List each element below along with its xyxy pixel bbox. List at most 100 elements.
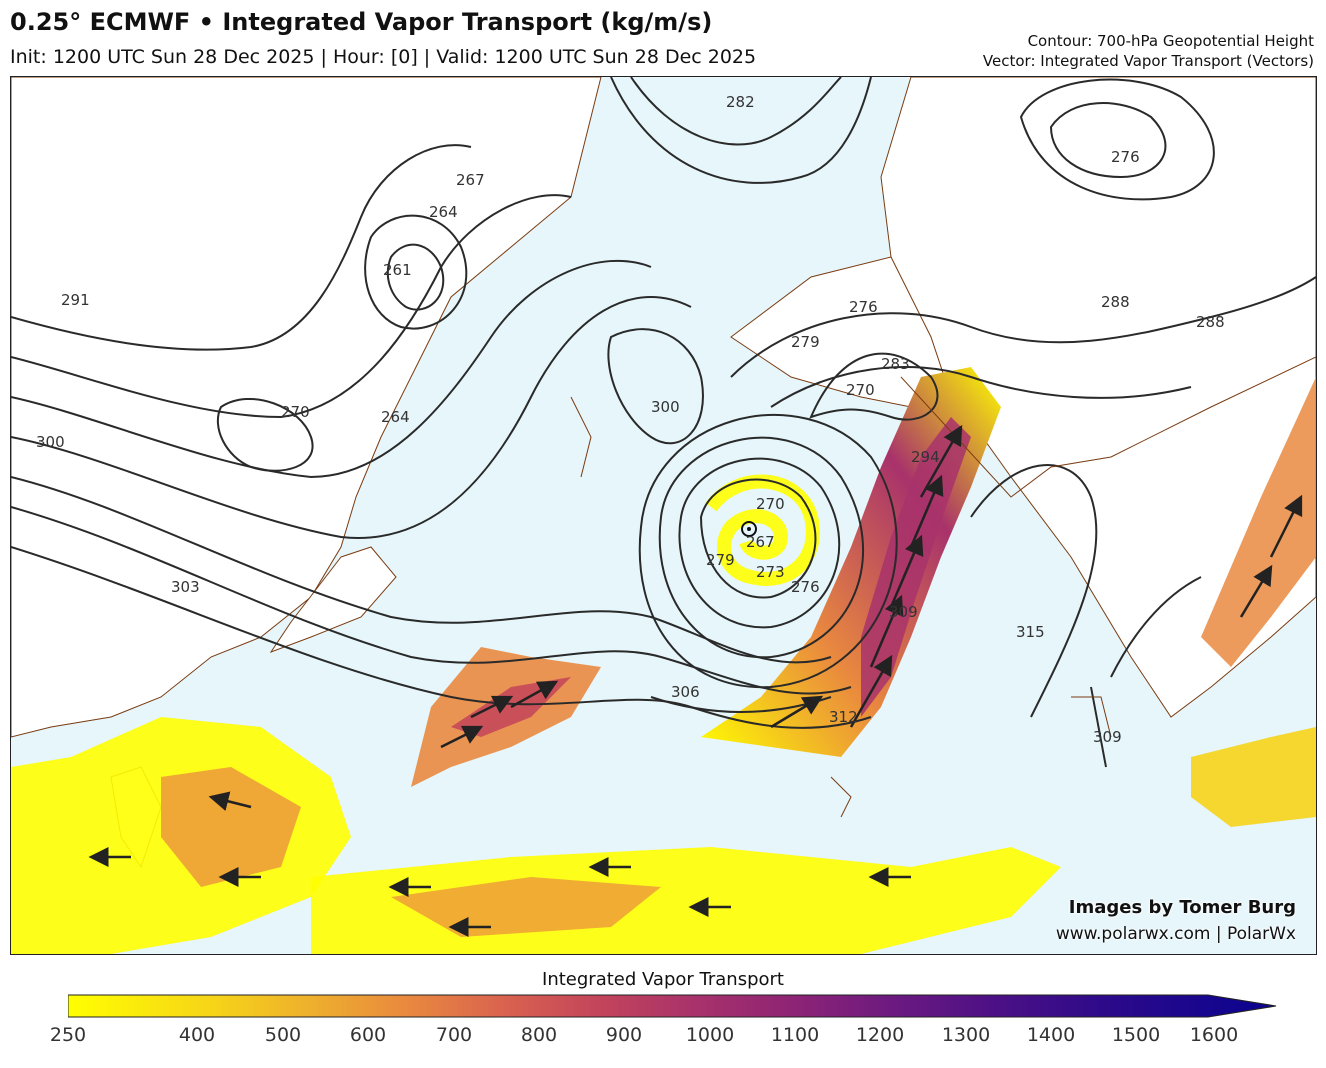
contour-label: 273 [756, 563, 785, 581]
vector-arrow [889, 534, 924, 608]
contour-label: 270 [281, 403, 310, 421]
colorbar-tick: 1200 [855, 1024, 905, 1046]
credit-author: Images by Tomer Burg [1068, 897, 1296, 918]
contour-info: Contour: 700-hPa Geopotential Height [1027, 32, 1314, 50]
contour-label: 276 [791, 578, 820, 596]
contour-line [610, 77, 872, 184]
contour-line [699, 478, 817, 599]
contour-label: 270 [846, 381, 875, 399]
contour-label: 267 [746, 533, 775, 551]
colorbar-tick: 1500 [1111, 1024, 1161, 1046]
contour-line [11, 506, 852, 695]
colorbar-tick: 600 [349, 1024, 387, 1046]
contour-line [638, 413, 898, 689]
contour-line [1049, 102, 1167, 179]
ivt-plume-core [861, 417, 971, 717]
colorbar [68, 994, 1277, 1018]
contour-label: 303 [171, 578, 200, 596]
contour-line [658, 436, 865, 659]
vector-arrow [1269, 494, 1303, 558]
colorbar-tick: 800 [520, 1024, 558, 1046]
vector-arrow [849, 654, 893, 728]
vector-arrow [510, 680, 559, 709]
contour-line [809, 352, 939, 421]
ivt-eastern-plume [1201, 377, 1316, 667]
contour-label: 306 [671, 683, 700, 701]
contour-label: 276 [849, 298, 878, 316]
colorbar-labels: 250 400 500 600 700 800 900 1000 1100 12… [0, 1024, 1326, 1054]
contour-label: 264 [381, 408, 410, 426]
colorbar-tick: 400 [178, 1024, 216, 1046]
vector-arrow [470, 695, 514, 719]
land-asia [11, 77, 602, 738]
contour-line [216, 398, 314, 472]
contour-label: 315 [1016, 623, 1045, 641]
colorbar-tick: 1300 [941, 1024, 991, 1046]
contour-label: 283 [881, 355, 910, 373]
contour-label: 282 [726, 93, 755, 111]
vector-arrow [208, 791, 252, 811]
contour-label: 279 [791, 333, 820, 351]
contour-label: 261 [383, 261, 412, 279]
contour-line [970, 463, 1098, 718]
contour-label: 300 [651, 398, 680, 416]
map-panel: 291 300 303 270 264 267 264 261 282 300 … [10, 76, 1317, 955]
map-subtitle: Init: 1200 UTC Sun 28 Dec 2025 | Hour: [… [10, 46, 757, 68]
ivt-southeast [1191, 727, 1316, 827]
vector-info: Vector: Integrated Vapor Transport (Vect… [982, 52, 1314, 70]
contour-line [1090, 686, 1107, 768]
contour-line [11, 546, 872, 729]
contour-label: 309 [889, 603, 918, 621]
colorbar-tick: 250 [49, 1024, 87, 1046]
map-title: 0.25° ECMWF • Integrated Vapor Transport… [10, 8, 713, 36]
colorbar-tick: 500 [264, 1024, 302, 1046]
vector-arrow [1239, 564, 1273, 618]
contour-line [678, 457, 841, 629]
colorbar-tick: 1100 [770, 1024, 820, 1046]
contour-label: 264 [429, 203, 458, 221]
contour-label: 288 [1101, 293, 1130, 311]
contour-line [1019, 78, 1215, 201]
colorbar-tick: 1600 [1189, 1024, 1239, 1046]
vector-arrow [919, 424, 963, 498]
colorbar-tick: 900 [605, 1024, 643, 1046]
legend-info: Contour: 700-hPa Geopotential Height Vec… [983, 31, 1314, 71]
contour-line [11, 259, 652, 479]
contour-line [11, 194, 572, 419]
contour-label: 276 [1111, 148, 1140, 166]
contour-line [386, 243, 445, 311]
colorbar-gradient [68, 994, 1277, 1018]
contour-line [11, 296, 692, 539]
contour-label: 267 [456, 171, 485, 189]
contour-label: 312 [829, 708, 858, 726]
colorbar-tick: 700 [435, 1024, 473, 1046]
coastlines [570, 356, 1316, 818]
contour-label: 279 [706, 551, 735, 569]
contour-line [364, 214, 468, 330]
contour-line [730, 276, 1316, 378]
contour-label: 270 [756, 495, 785, 513]
contour-labels: 291 300 303 270 264 267 264 261 282 300 … [36, 93, 1225, 746]
vector-arrow [440, 725, 484, 749]
credit-website: www.polarwx.com | PolarWx [1055, 924, 1296, 944]
contour-label: 300 [36, 433, 65, 451]
ivt-tropics-west-core [161, 767, 301, 887]
ivt-vectors [88, 424, 1303, 937]
vector-arrow [909, 474, 944, 548]
contour-line [630, 77, 842, 146]
colorbar-tick: 1400 [1026, 1024, 1076, 1046]
colorbar-title: Integrated Vapor Transport [542, 969, 784, 990]
contour-line [11, 144, 472, 351]
vector-arrow [770, 695, 824, 729]
vector-arrow [869, 594, 904, 668]
contour-label: 294 [911, 448, 940, 466]
colorbar-tick: 1000 [685, 1024, 735, 1046]
contour-line [607, 328, 704, 445]
contour-line [11, 476, 832, 664]
contour-line [1110, 576, 1202, 678]
map-canvas: 291 300 303 270 264 267 264 261 282 300 … [11, 77, 1316, 954]
low-center [741, 521, 757, 537]
contour-label: 309 [1093, 728, 1122, 746]
contour-label: 288 [1196, 313, 1225, 331]
contour-label: 291 [61, 291, 90, 309]
